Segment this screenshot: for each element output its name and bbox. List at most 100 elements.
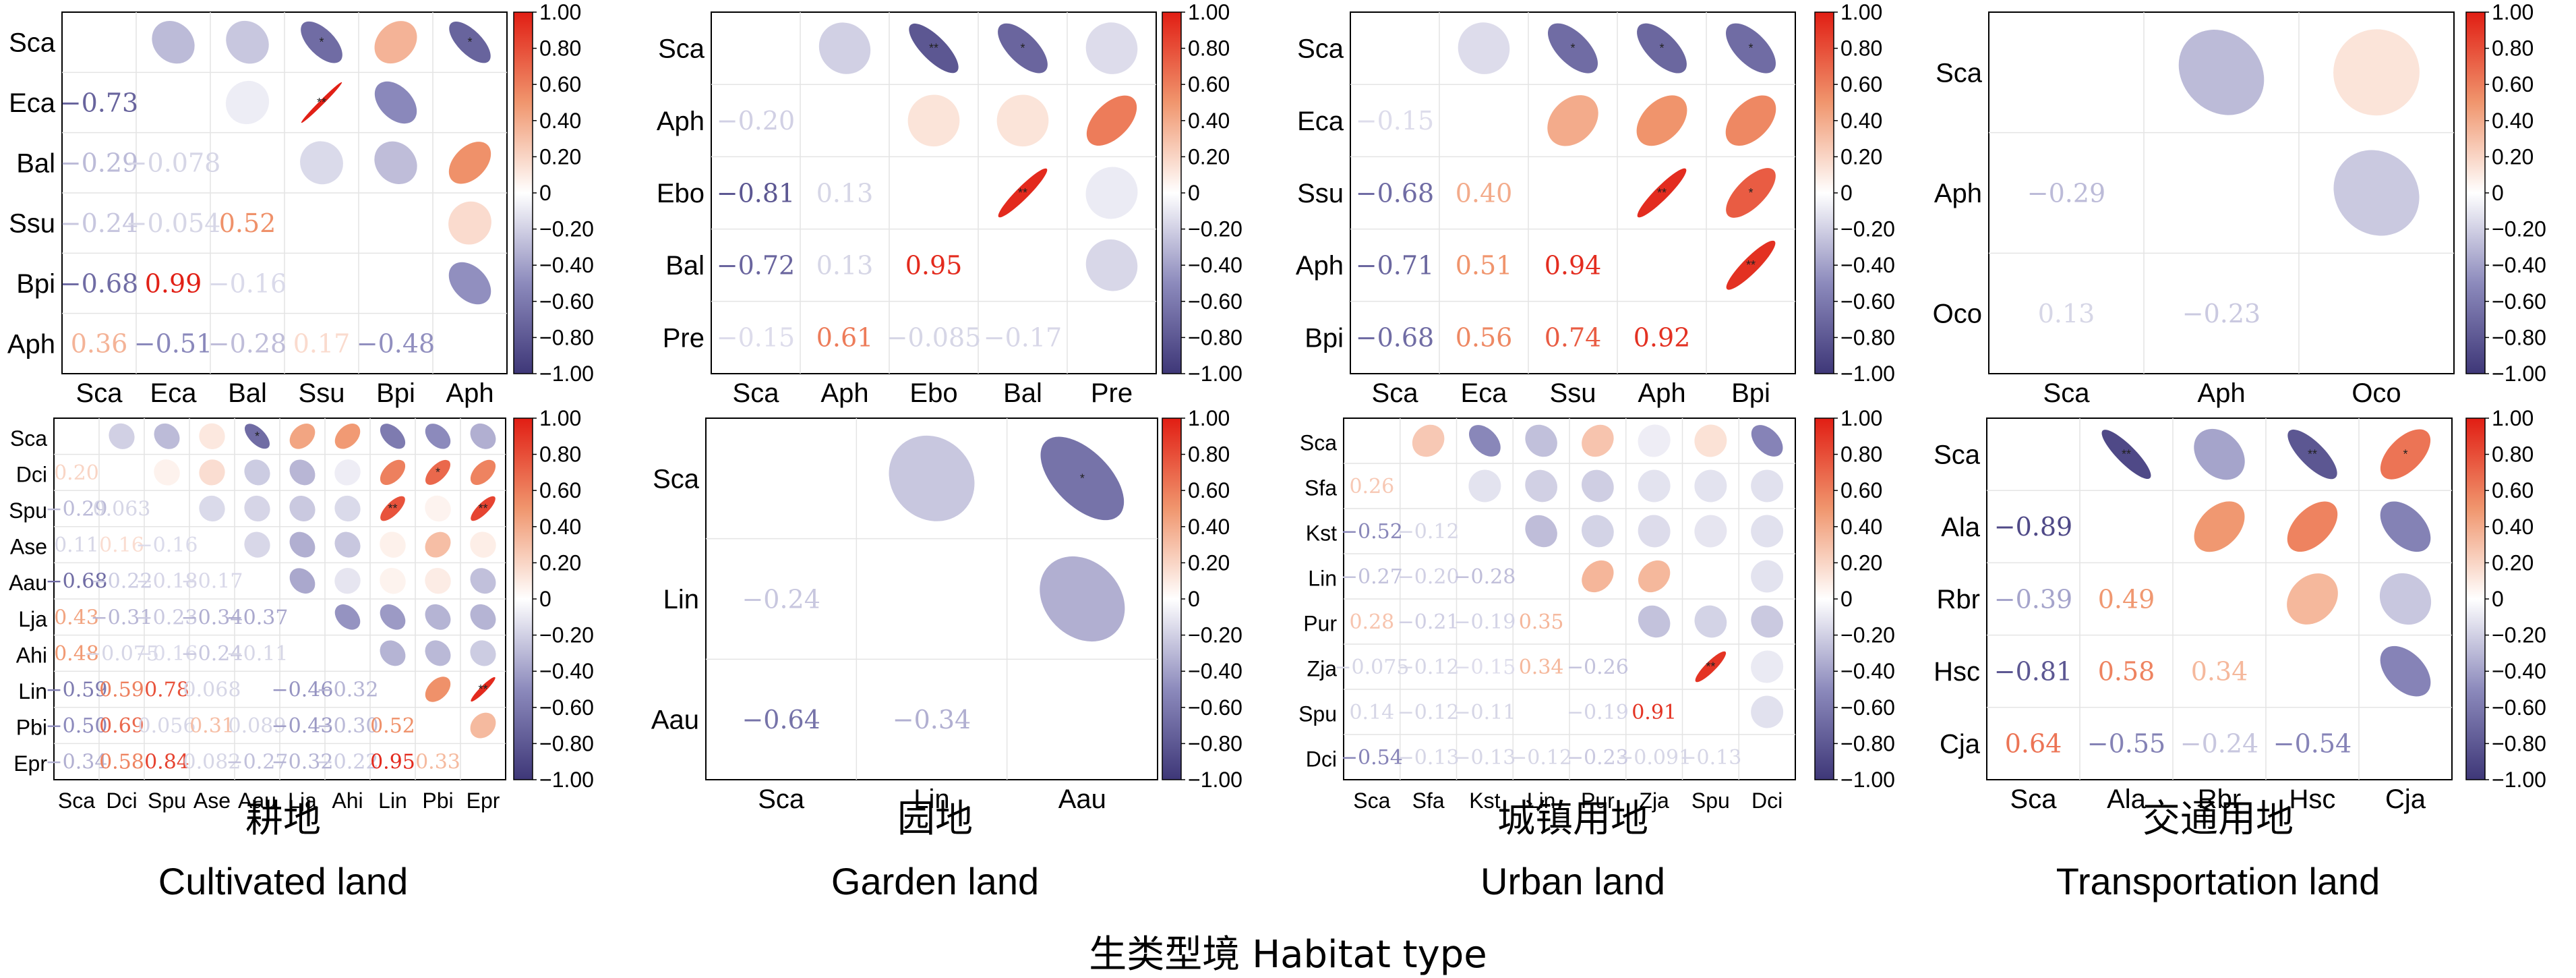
correlation-ellipse xyxy=(449,21,491,63)
colorbar xyxy=(2465,11,2486,374)
colorbar-tick-label: 1.00 xyxy=(1188,406,1230,430)
x-tick-label: Eca xyxy=(150,378,198,408)
colorbar xyxy=(513,11,533,374)
correlation-ellipse xyxy=(1085,167,1138,219)
correlation-value: −0.32 xyxy=(317,679,379,702)
correlation-value: −0.23 xyxy=(136,606,198,629)
y-tick-label: Aph xyxy=(657,107,705,136)
colorbar-tick-label: −0.20 xyxy=(1188,623,1242,648)
correlation-ellipse xyxy=(289,568,316,594)
colorbar-tick-label: −0.40 xyxy=(1840,253,1895,277)
significance-mark: ** xyxy=(478,683,487,696)
y-tick-label: Eca xyxy=(9,88,56,118)
colorbar-tick-label: −0.20 xyxy=(2492,623,2546,648)
correlation-ellipse xyxy=(380,567,406,594)
colorbar xyxy=(513,418,533,780)
correlation-ellipse xyxy=(998,168,1048,218)
colorbar-tick-label: 0.60 xyxy=(539,72,581,96)
x-tick-label: Cja xyxy=(2385,784,2426,814)
correlation-value: 0.13 xyxy=(2038,299,2095,328)
correlation-ellipse xyxy=(471,496,496,521)
correlation-ellipse xyxy=(226,20,269,64)
correlation-ellipse xyxy=(199,423,225,450)
significance-mark: ** xyxy=(317,96,326,109)
correlation-ellipse xyxy=(1726,240,1776,290)
y-tick-label: Spu xyxy=(9,498,47,523)
y-tick-label: Lin xyxy=(18,679,47,703)
correlation-value: −0.23 xyxy=(2182,299,2260,328)
significance-mark: ** xyxy=(1746,258,1756,272)
correlation-ellipse xyxy=(1582,560,1614,593)
colorbar-tick-label: 0.80 xyxy=(2492,442,2534,467)
y-tick-label: Sca xyxy=(1936,58,1983,88)
correlation-ellipse xyxy=(1085,22,1138,74)
correlation-value: −0.24 xyxy=(2180,729,2258,759)
colorbar-tick-label: 0.60 xyxy=(1840,72,1882,96)
correlation-value: −0.24 xyxy=(742,584,820,614)
correlation-value: −0.11 xyxy=(1454,701,1516,724)
y-tick-label: Sca xyxy=(9,28,56,58)
y-tick-label: Aph xyxy=(1934,179,1982,208)
correlation-ellipse xyxy=(380,496,405,521)
correlation-ellipse xyxy=(289,459,316,486)
x-tick-label: Spu xyxy=(1691,788,1730,813)
correlation-value: −0.46 xyxy=(272,679,334,702)
correlation-value: −0.31 xyxy=(91,606,153,629)
correlation-value: −0.68 xyxy=(46,570,108,594)
colorbar-tick-label: −0.60 xyxy=(1188,289,1242,314)
correlation-ellipse xyxy=(1525,424,1557,457)
correlation-value: −0.12 xyxy=(1510,746,1572,770)
colorbar-tick-label: −0.60 xyxy=(1840,695,1895,720)
correlation-value: 0.91 xyxy=(1631,701,1677,724)
y-tick-label: Ssu xyxy=(9,209,55,239)
x-tick-label: Oco xyxy=(2352,378,2401,408)
correlation-value: 0.063 xyxy=(93,498,151,521)
correlation-ellipse xyxy=(1638,605,1671,638)
colorbar-tick-label: −1.00 xyxy=(539,768,594,792)
correlation-value: −0.68 xyxy=(60,268,138,298)
correlation-ellipse xyxy=(2178,30,2265,115)
correlation-ellipse xyxy=(425,495,451,522)
y-tick-label: Ala xyxy=(1941,513,1981,542)
significance-mark: ** xyxy=(1706,660,1715,674)
colorbar-tick-label: −0.40 xyxy=(2492,253,2546,277)
y-tick-label: Cja xyxy=(1940,729,1981,759)
correlation-value: −0.68 xyxy=(1356,323,1434,353)
x-tick-label: Lin xyxy=(378,788,407,813)
x-tick-label: Sca xyxy=(733,378,780,408)
correlation-ellipse xyxy=(425,604,451,630)
y-tick-label: Sfa xyxy=(1305,476,1337,500)
correlation-ellipse xyxy=(1582,469,1614,502)
y-tick-label: Oco xyxy=(1933,299,1982,329)
panel-title-en: Cultivated land xyxy=(158,860,408,902)
correlation-value: 0.17 xyxy=(293,329,351,359)
colorbar-tick-label: −0.60 xyxy=(1188,695,1242,720)
significance-mark: ** xyxy=(2308,448,2317,461)
colorbar-tick-label: 0 xyxy=(2492,587,2504,611)
colorbar-tick-label: 0.40 xyxy=(2492,515,2534,539)
correlation-ellipse xyxy=(2380,501,2431,552)
y-tick-label: Pbi xyxy=(16,716,47,740)
correlation-value: 0.20 xyxy=(54,461,99,485)
x-tick-label: Aph xyxy=(446,378,493,408)
y-tick-label: Dci xyxy=(1306,747,1337,772)
correlation-ellipse xyxy=(471,677,496,702)
x-tick-label: Sca xyxy=(758,784,805,814)
x-tick-label: Pre xyxy=(1091,378,1133,408)
x-tick-label: Ssu xyxy=(1550,378,1596,408)
correlation-value: 0.33 xyxy=(415,751,460,774)
correlation-value: −0.13 xyxy=(1454,746,1516,770)
correlation-value: 0.13 xyxy=(816,251,874,281)
correlation-ellipse xyxy=(996,94,1049,147)
y-tick-label: Epr xyxy=(13,751,47,776)
colorbar-tick-label: −1.00 xyxy=(2492,362,2546,386)
colorbar-tick-label: −0.60 xyxy=(539,289,594,314)
correlation-ellipse xyxy=(1751,560,1784,593)
correlation-ellipse xyxy=(470,604,496,630)
correlation-value: 0.34 xyxy=(2191,657,2248,687)
colorbar-tick-label: 0.40 xyxy=(539,515,581,539)
correlation-ellipse xyxy=(909,23,959,74)
x-tick-label: Dci xyxy=(1751,788,1783,813)
correlation-ellipse xyxy=(245,424,270,449)
correlation-value: −0.20 xyxy=(1398,565,1460,589)
